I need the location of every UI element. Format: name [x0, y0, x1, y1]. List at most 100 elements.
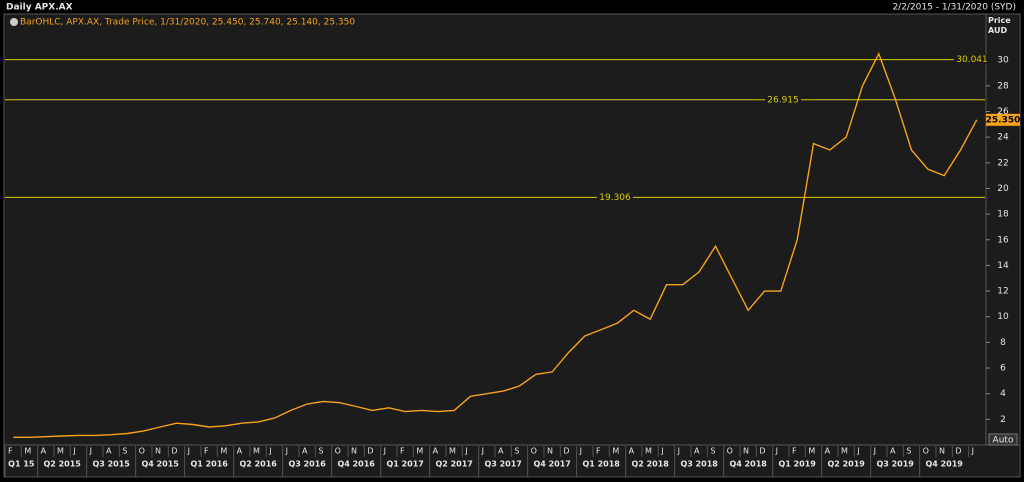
y-tick-label: 30	[997, 56, 1009, 66]
x-tick-label: O	[727, 447, 733, 456]
x-tick-label: A	[694, 447, 700, 456]
quarter-label: Q2 2017	[435, 460, 472, 469]
quarter-label: Q2 2018	[631, 460, 669, 469]
x-tick-label: O	[923, 447, 929, 456]
x-tick-label: J	[464, 447, 467, 456]
x-tick-label: J	[873, 447, 876, 456]
quarter-label: Q1 2016	[190, 460, 228, 469]
quarter-label: Q4 2015	[141, 460, 179, 469]
legend-text: BarOHLC, APX.AX, Trade Price, 1/31/2020,…	[20, 18, 355, 28]
x-tick-label: S	[906, 447, 911, 456]
x-tick-label: A	[106, 447, 112, 456]
x-tick-label: M	[612, 447, 619, 456]
x-tick-label: M	[841, 447, 848, 456]
x-tick-label: D	[563, 447, 569, 456]
x-tick-label: A	[237, 447, 243, 456]
x-tick-label: O	[335, 447, 341, 456]
x-tick-label: A	[302, 447, 308, 456]
y-tick-label: 24	[997, 133, 1009, 143]
x-tick-label: J	[660, 447, 663, 456]
x-tick-label: J	[856, 447, 859, 456]
x-tick-label: J	[285, 447, 288, 456]
x-tick-label: A	[825, 447, 831, 456]
plot-area	[3, 13, 987, 446]
quarter-label: Q3 2018	[680, 460, 718, 469]
x-tick-label: F	[400, 447, 405, 456]
y-tick-label: 16	[997, 235, 1009, 245]
x-tick-label: F	[596, 447, 601, 456]
x-tick-label: D	[955, 447, 961, 456]
y-tick-label: 12	[997, 287, 1008, 297]
quarter-label: Q3 2017	[484, 460, 521, 469]
x-tick-label: A	[433, 447, 439, 456]
x-tick-label: A	[629, 447, 635, 456]
x-tick-label: M	[24, 447, 31, 456]
reference-label-bg	[954, 54, 990, 65]
x-tick-label: D	[759, 447, 765, 456]
x-tick-label: J	[579, 447, 582, 456]
quarter-label: Q2 2019	[827, 460, 865, 469]
x-tick-label: M	[416, 447, 423, 456]
y-axis-label: Price AUD	[988, 16, 1011, 35]
reference-label: 26.915	[767, 95, 799, 105]
x-tick-label: M	[57, 447, 64, 456]
quarter-label: Q1 2017	[386, 460, 423, 469]
x-tick-label: D	[367, 447, 373, 456]
x-tick-label: M	[645, 447, 652, 456]
reference-label-bg	[765, 94, 801, 105]
x-tick-label: O	[531, 447, 537, 456]
last-price-tag	[986, 113, 1020, 126]
y-tick-label: 20	[997, 184, 1009, 194]
x-tick-label: S	[710, 447, 715, 456]
x-tick-label: F	[8, 447, 13, 456]
x-tick-label: A	[890, 447, 896, 456]
x-tick-label: J	[187, 447, 190, 456]
x-tick-label: F	[204, 447, 209, 456]
y-tick-label: 14	[997, 261, 1009, 271]
x-tick-label: S	[514, 447, 519, 456]
y-tick-label: 8	[1000, 338, 1006, 348]
x-tick-label: J	[89, 447, 92, 456]
legend-icon	[10, 18, 18, 26]
x-tick-label: M	[808, 447, 815, 456]
x-tick-label: J	[481, 447, 484, 456]
x-tick-label: N	[547, 447, 553, 456]
quarter-label: Q3 2016	[288, 460, 326, 469]
y-tick-label: 6	[1000, 364, 1006, 374]
quarter-label: Q2 2015	[43, 460, 81, 469]
auto-button-label[interactable]: Auto	[993, 436, 1014, 446]
x-tick-label: N	[939, 447, 945, 456]
y-tick-label: 4	[1000, 389, 1006, 399]
x-tick-label: A	[41, 447, 47, 456]
x-tick-label: M	[449, 447, 456, 456]
y-axis-area	[985, 13, 1021, 446]
x-tick-label: O	[139, 447, 145, 456]
auto-button[interactable]	[988, 433, 1018, 446]
y-tick-label: 26	[997, 107, 1009, 117]
quarter-label: Q2 2016	[239, 460, 277, 469]
quarter-label: Q4 2017	[533, 460, 570, 469]
price-line	[13, 52, 978, 438]
quarter-label: Q3 2015	[92, 460, 130, 469]
chart-title: Daily APX.AX	[6, 3, 73, 13]
y-tick-label: 2	[1000, 415, 1006, 425]
quarter-label: Q3 2019	[876, 460, 914, 469]
x-tick-label: A	[498, 447, 504, 456]
reference-label: 30.041	[956, 55, 988, 65]
x-tick-label: N	[743, 447, 749, 456]
x-tick-label: J	[72, 447, 75, 456]
x-tick-label: J	[775, 447, 778, 456]
x-tick-label: S	[122, 447, 127, 456]
y-tick-label: 18	[997, 210, 1009, 220]
quarter-label: Q4 2019	[925, 460, 963, 469]
reference-label-bg	[597, 192, 633, 203]
y-axis-label-box: Price AUD	[988, 16, 1011, 35]
quarter-label: Q1 2018	[582, 460, 620, 469]
quarter-label: Q4 2016	[337, 460, 375, 469]
date-range: 2/2/2015 - 1/31/2020 (SYD)	[892, 3, 1016, 13]
x-tick-label: J	[971, 447, 974, 456]
x-tick-label: S	[318, 447, 323, 456]
x-tick-label: M	[220, 447, 227, 456]
